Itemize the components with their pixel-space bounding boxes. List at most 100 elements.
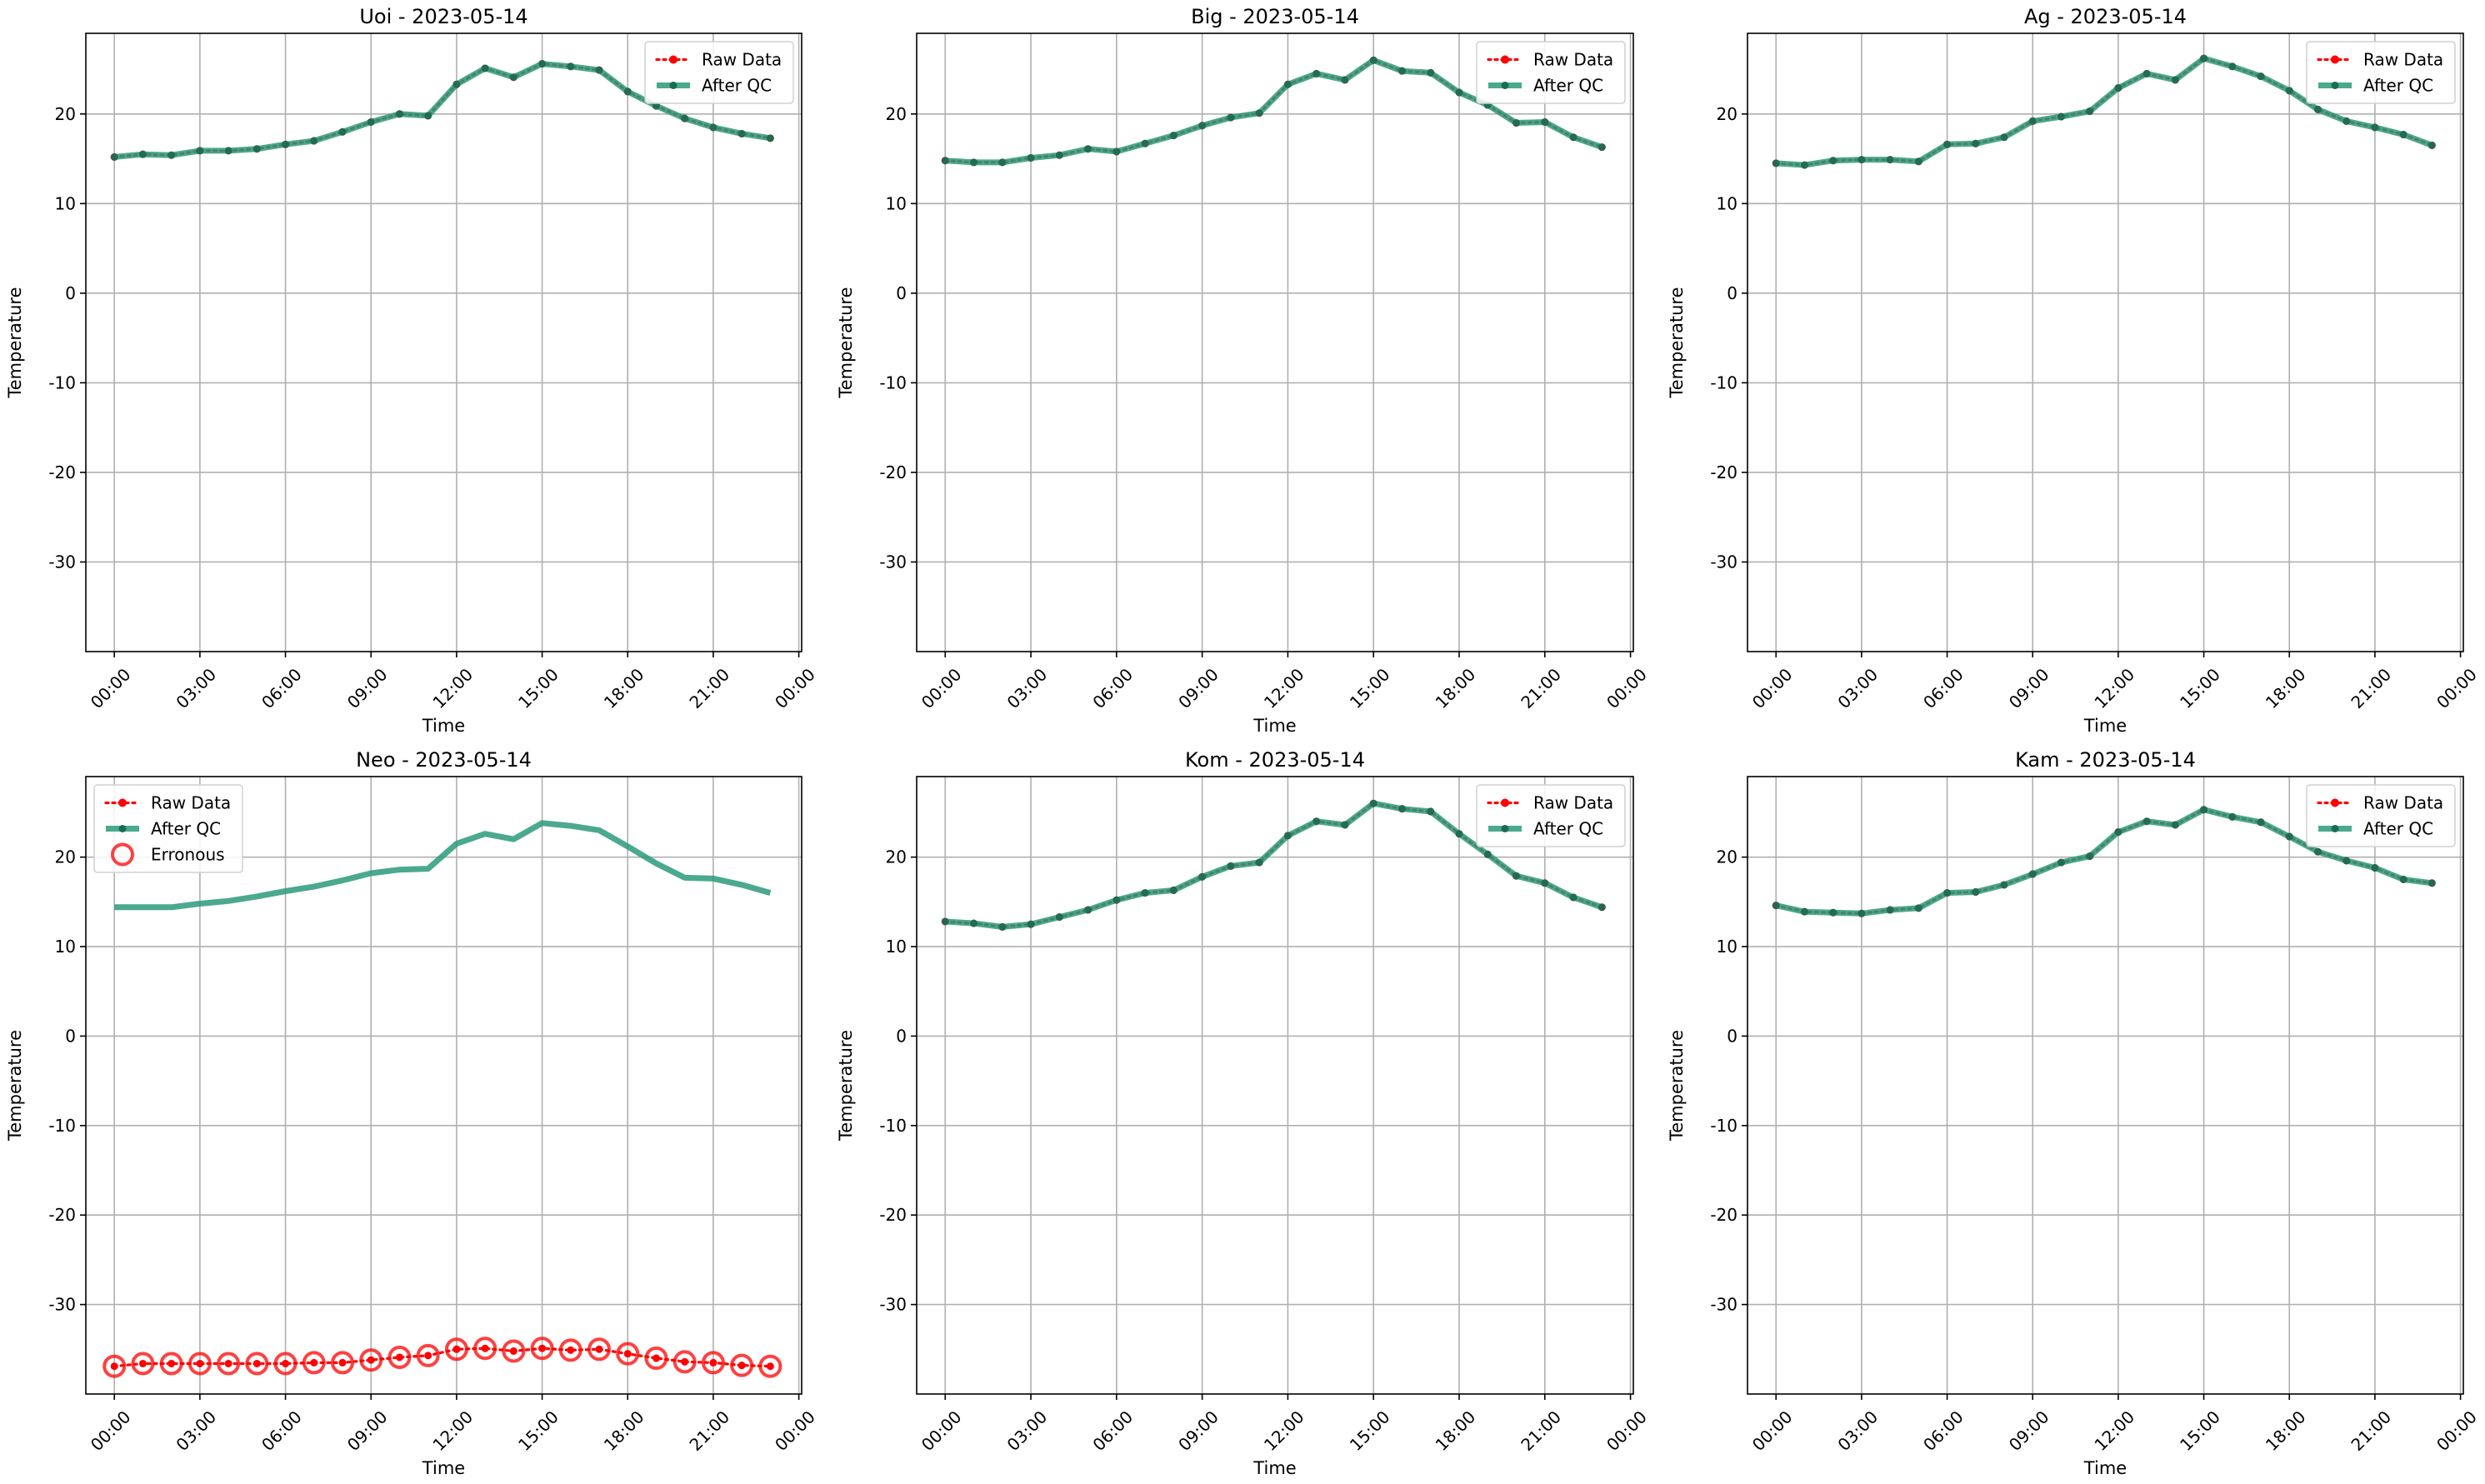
erronous-marker	[644, 1347, 668, 1371]
legend-label: Raw Data	[1533, 50, 1613, 70]
after-qc-line	[1775, 807, 2432, 917]
x-tick-label: 18:00	[600, 1407, 648, 1455]
legend-marker-raw-data	[669, 55, 678, 64]
x-tick-label: 21:00	[685, 1407, 733, 1455]
after-qc-point	[567, 62, 575, 71]
x-axis-label: Time	[2083, 1458, 2127, 1478]
x-tick-label: 03:00	[1833, 1407, 1882, 1455]
series-after-qc	[110, 60, 774, 161]
after-qc-point	[709, 123, 718, 132]
erronous-marker	[302, 1351, 326, 1375]
x-tick-label: 06:00	[258, 1407, 306, 1455]
legend-label: After QC	[2363, 819, 2433, 839]
erronous-marker	[530, 1337, 554, 1361]
raw-data-point	[481, 1344, 489, 1352]
after-qc-point	[2086, 107, 2094, 116]
after-qc-line	[945, 800, 1603, 930]
raw-data-point	[138, 1359, 147, 1367]
x-tick-label: 00:00	[918, 664, 966, 712]
series-after-qc	[941, 56, 1606, 167]
y-tick-label: -30	[1710, 552, 1738, 572]
y-tick-label: 10	[1717, 193, 1738, 213]
erronous-marker	[502, 1339, 526, 1363]
after-qc-point	[1112, 147, 1121, 156]
erronous-marker	[616, 1342, 640, 1366]
after-qc-point	[282, 140, 290, 148]
legend-label: Raw Data	[1533, 793, 1613, 813]
legend: Raw Data After QC	[2306, 41, 2456, 104]
grid	[917, 33, 1633, 652]
after-qc-point	[1541, 879, 1549, 887]
after-qc-point	[970, 919, 978, 927]
raw-data-point	[681, 1357, 689, 1366]
after-qc-point	[998, 158, 1007, 167]
after-qc-point	[367, 117, 375, 126]
grid	[1748, 777, 2463, 1394]
series-after-qc	[941, 799, 1606, 931]
after-qc-point	[168, 151, 176, 159]
x-tick-label: 18:00	[600, 664, 648, 712]
after-qc-point	[1169, 886, 1178, 894]
raw-data-point	[567, 1346, 575, 1354]
after-qc-point	[1914, 157, 1922, 166]
y-tick-label: -10	[1710, 1116, 1738, 1136]
after-qc-point	[1772, 159, 1780, 167]
raw-data-point	[395, 1353, 403, 1362]
x-tick-label: 21:00	[1517, 664, 1565, 712]
panel-neo: 00:00 03:00 06:00 09:00 12:00 15:00 18:00 21:00…	[5, 748, 819, 1478]
after-qc-point	[1084, 145, 1092, 153]
x-tick-label: 15:00	[2176, 664, 2224, 712]
x-tick-label: 21:00	[2347, 664, 2395, 712]
after-qc-point	[1398, 805, 1406, 813]
after-qc-point	[1427, 807, 1435, 816]
series-erronous	[102, 1337, 782, 1378]
erronous-marker	[672, 1350, 697, 1374]
legend-label: After QC	[151, 819, 221, 839]
panel-uoi: 00:00 03:00 06:00 09:00 12:00 15:00 18:00 21:00…	[5, 5, 819, 736]
x-tick-label: 18:00	[1432, 664, 1480, 712]
legend-marker-after-qc	[2331, 825, 2339, 832]
axes-frame	[85, 32, 802, 652]
after-qc-point	[2057, 112, 2065, 121]
after-qc-line	[113, 61, 771, 160]
after-qc-point	[196, 147, 204, 155]
after-qc-point	[1569, 893, 1578, 902]
x-tick-label: 21:00	[2347, 1407, 2395, 1455]
y-axis-label: Temperature	[5, 1030, 25, 1142]
x-tick-label: 09:00	[2005, 664, 2053, 712]
after-qc-point	[1141, 889, 1149, 897]
y-tick-label: 20	[1717, 104, 1738, 124]
raw-data-point	[766, 1362, 774, 1371]
after-qc-point	[1198, 872, 1207, 881]
legend-marker-raw-data	[1501, 55, 1509, 64]
after-qc-point	[1255, 858, 1263, 867]
y-tick-label: -10	[879, 372, 907, 392]
after-qc-point	[1227, 862, 1235, 870]
after-qc-point	[2142, 817, 2151, 826]
legend-label: Raw Data	[702, 50, 782, 70]
y-tick-label: -10	[879, 1116, 907, 1136]
x-tick-label: 12:00	[2090, 664, 2138, 712]
after-qc-line	[1775, 55, 2433, 168]
y-tick-label: -20	[879, 462, 907, 482]
after-qc-point	[1369, 56, 1378, 64]
after-qc-point	[623, 87, 632, 96]
after-qc-point	[1772, 902, 1780, 910]
erronous-marker	[730, 1353, 754, 1377]
erronous-marker	[444, 1337, 468, 1362]
erronous-marker	[245, 1352, 269, 1376]
y-tick-label: -30	[1710, 1295, 1738, 1315]
y-axis-label: Temperature	[1667, 287, 1687, 398]
x-tick-label: 09:00	[1174, 664, 1222, 712]
y-tick-label: 0	[65, 283, 76, 303]
erronous-marker	[159, 1352, 183, 1376]
x-tick-label: 03:00	[1003, 1407, 1052, 1455]
after-qc-point	[452, 80, 461, 88]
y-tick-label: 10	[55, 937, 76, 957]
x-tick-label: 00:00	[87, 664, 135, 712]
legend-marker-raw-data	[1501, 798, 1509, 807]
series-after-qc	[1772, 54, 2436, 169]
panel-kam: 00:00 03:00 06:00 09:00 12:00 15:00 18:00 21:00…	[1667, 748, 2481, 1478]
y-tick-label: -20	[879, 1205, 907, 1225]
